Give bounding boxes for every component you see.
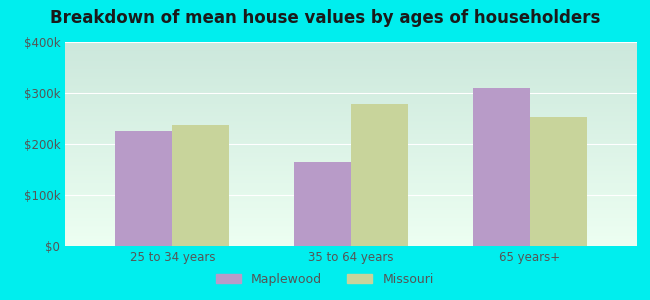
Bar: [172, 125, 229, 246]
Bar: [530, 118, 587, 246]
Bar: [115, 131, 172, 246]
Text: Breakdown of mean house values by ages of householders: Breakdown of mean house values by ages o…: [50, 9, 600, 27]
Bar: [351, 104, 408, 246]
Bar: [473, 88, 530, 246]
Legend: Maplewood, Missouri: Maplewood, Missouri: [211, 268, 439, 291]
Bar: [294, 162, 351, 246]
